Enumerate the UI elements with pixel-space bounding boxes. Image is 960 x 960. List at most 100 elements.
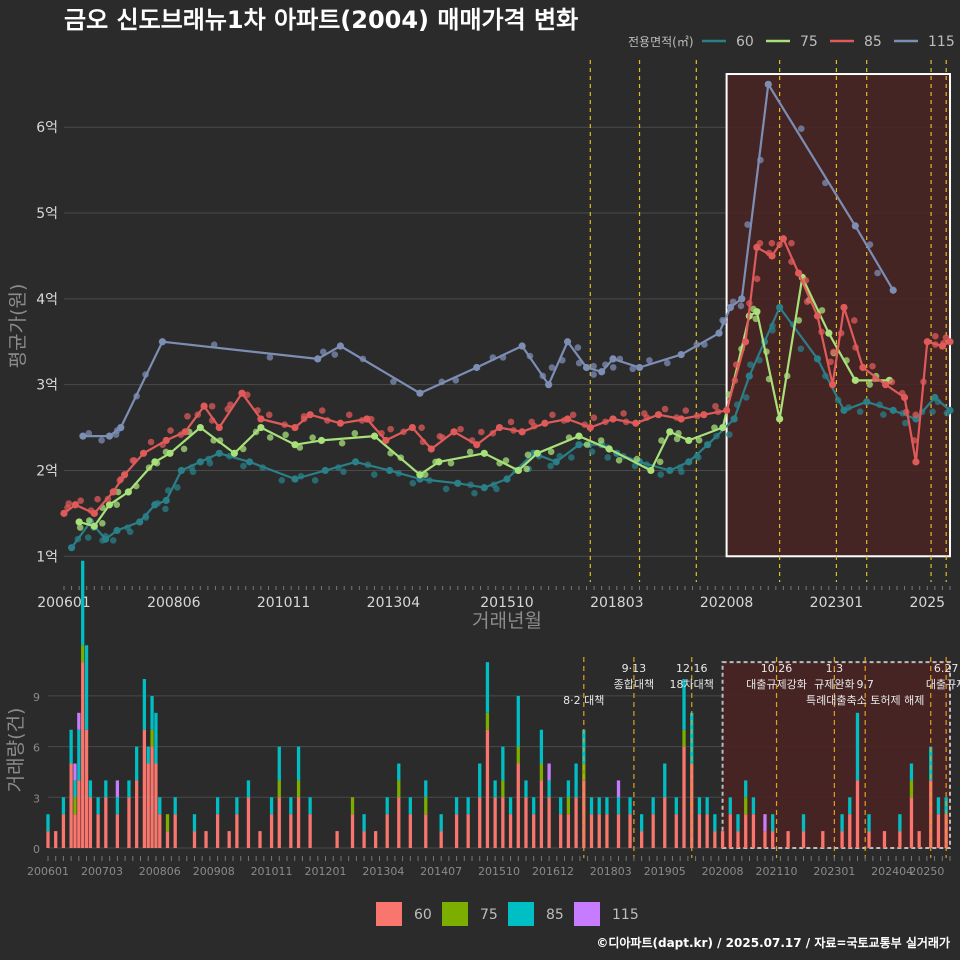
bar-60: [454, 814, 459, 848]
series-60-point: [196, 458, 204, 466]
bar-85: [867, 814, 871, 832]
bar-75: [566, 797, 571, 815]
bar-85: [246, 780, 251, 798]
series-60-point: [480, 484, 488, 492]
series-60-point: [240, 462, 247, 470]
bar-85: [532, 797, 536, 815]
series-60-point: [174, 484, 181, 491]
series-60-point: [67, 544, 76, 552]
series-75-point: [583, 441, 591, 448]
series-75-point: [575, 432, 583, 440]
series-85-point: [71, 501, 79, 509]
series-75-point: [230, 449, 238, 457]
bar-85: [559, 797, 563, 815]
bar-60: [628, 814, 632, 848]
series-85-point: [427, 445, 435, 453]
bar-85: [158, 797, 162, 815]
series-60-point: [685, 458, 693, 466]
bar-85: [397, 763, 401, 781]
policy-label: 6.27: [934, 662, 959, 675]
bar-60: [508, 814, 513, 848]
x-tick-label: 202404: [871, 865, 913, 878]
series-85-point: [859, 363, 867, 372]
series-115-point: [646, 357, 653, 364]
bar-60: [269, 814, 274, 848]
series-60-point: [588, 448, 596, 456]
series-60-point: [136, 518, 144, 526]
bar-60: [165, 831, 170, 848]
x-tick-label: 201803: [590, 595, 643, 611]
bar-85: [69, 729, 73, 764]
series-115-point: [764, 80, 772, 88]
series-85-point: [946, 338, 954, 346]
bar-60: [77, 780, 81, 848]
bar-85: [84, 645, 89, 730]
series-115-point: [726, 303, 734, 312]
series-85-point: [932, 332, 939, 340]
series-85-point: [741, 338, 750, 346]
y-axis-label: 거래량(건): [5, 708, 27, 793]
series-85-point: [620, 410, 627, 417]
series-60-point: [889, 406, 897, 414]
series-75-point: [851, 376, 859, 384]
bar-60: [524, 797, 528, 848]
series-60-point: [856, 408, 864, 415]
series-75-point: [776, 415, 784, 423]
series-115-point: [336, 342, 345, 350]
legend-label-85: 85: [546, 907, 564, 923]
bar-85: [628, 797, 632, 815]
series-115-point: [715, 329, 723, 337]
series-60-point: [604, 454, 612, 461]
bar-60: [96, 814, 100, 848]
bar-60: [296, 797, 301, 848]
bar-85: [408, 797, 412, 815]
bar-60: [127, 797, 131, 848]
series-85-point: [753, 243, 761, 251]
series-75-point: [257, 423, 265, 432]
bar-60: [104, 797, 108, 848]
series-60-point: [747, 361, 754, 368]
bar-85: [751, 797, 756, 815]
series-75-point: [795, 317, 803, 324]
bar-85: [547, 780, 551, 798]
bar-85: [77, 729, 81, 781]
x-tick-label: 201803: [590, 865, 632, 878]
series-60-point: [863, 398, 871, 406]
bar-75: [350, 797, 355, 815]
policy-label: 대출규제: [926, 678, 960, 691]
bar-60: [46, 831, 50, 848]
bar-85: [639, 814, 644, 832]
series-115-point: [744, 221, 751, 228]
series-60-point: [666, 466, 674, 475]
bar-60: [705, 814, 709, 848]
series-85-point: [803, 298, 811, 305]
series-85-point: [109, 488, 117, 496]
series-115-point: [574, 344, 582, 351]
series-85-point: [549, 411, 556, 419]
series-60-point: [704, 441, 712, 449]
series-75-point: [866, 381, 874, 388]
bar-60: [909, 797, 914, 848]
bar-85: [81, 560, 85, 646]
series-60-point: [552, 458, 560, 466]
bar-60: [192, 831, 197, 848]
series-75-point: [480, 449, 488, 457]
series-115-point: [677, 351, 685, 359]
series-85-point: [712, 402, 719, 410]
bar-75: [424, 797, 428, 815]
bar-85: [96, 797, 100, 815]
series-60-point: [189, 468, 197, 476]
bar-85: [539, 729, 544, 764]
price-chart: 1억 2억 3억 4억 5억 6억 200601 200806 201011 201304 2015…: [7, 60, 954, 632]
bar-60: [855, 780, 860, 848]
series-75-point: [113, 501, 121, 508]
bar-60: [616, 814, 621, 848]
series-85-point: [723, 406, 731, 414]
series-85-point: [586, 423, 594, 432]
credit-text: ©디아파트(dapt.kr) / 2025.07.17 / 자료=국토교통부 실…: [596, 935, 950, 950]
series-75-point: [166, 449, 174, 457]
series-60-point: [245, 458, 254, 466]
series-60-point: [929, 408, 936, 415]
series-60-point: [575, 441, 583, 449]
series-85-point: [850, 317, 858, 324]
